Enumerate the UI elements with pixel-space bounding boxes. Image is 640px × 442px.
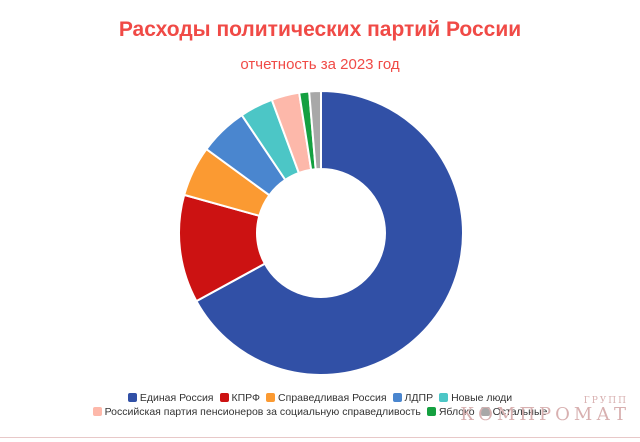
legend-swatch — [426, 407, 436, 416]
watermark-main-text: КОМПРОМАТ — [460, 404, 630, 425]
legend-swatch — [439, 393, 449, 402]
legend-label: ЛДПР — [404, 392, 434, 404]
watermark-top-text: ГРУПП — [583, 396, 628, 406]
legend-row-1: Единая Россия КПРФ Справедливая Россия ЛДПР… — [0, 392, 640, 404]
donut-slice-8 — [308, 89, 322, 171]
legend-swatch — [127, 393, 137, 402]
legend-item-3[interactable]: Справедливая Россия — [266, 392, 387, 404]
chart-title: Расходы политических партий России — [118, 18, 522, 41]
legend-item-6[interactable]: Российская партия пенсионеров за социаль… — [92, 406, 421, 418]
legend-label: Яблоко — [438, 406, 475, 418]
legend-row-2: Российская партия пенсионеров за социаль… — [0, 406, 640, 418]
legend-swatch — [266, 393, 276, 402]
donut-slice-1 — [195, 89, 464, 376]
legend-swatch — [92, 407, 102, 416]
legend-label: КПРФ — [231, 392, 261, 404]
legend-item-8[interactable]: Остальные — [480, 406, 548, 418]
legend-item-2[interactable]: КПРФ — [219, 392, 261, 404]
legend-label: Остальные — [492, 406, 548, 418]
legend-label: Единая Россия — [139, 392, 214, 404]
legend-label: Справедливая Россия — [278, 392, 387, 404]
legend-item-4[interactable]: ЛДПР — [392, 392, 434, 404]
bottom-divider — [0, 437, 640, 438]
chart-subtitle: отчетность за 2023 год — [240, 56, 400, 73]
legend-label: Российская партия пенсионеров за социаль… — [104, 406, 421, 418]
legend-item-1[interactable]: Единая Россия — [127, 392, 214, 404]
legend-item-5[interactable]: Новые люди — [439, 392, 512, 404]
legend-swatch — [392, 393, 402, 402]
legend-label: Новые люди — [451, 392, 513, 404]
watermark-logo: ГРУПП КОМПРОМАТ — [460, 396, 630, 424]
legend-item-7[interactable]: Яблоко — [426, 406, 475, 418]
legend-swatch — [219, 393, 229, 402]
legend-swatch — [480, 407, 490, 416]
